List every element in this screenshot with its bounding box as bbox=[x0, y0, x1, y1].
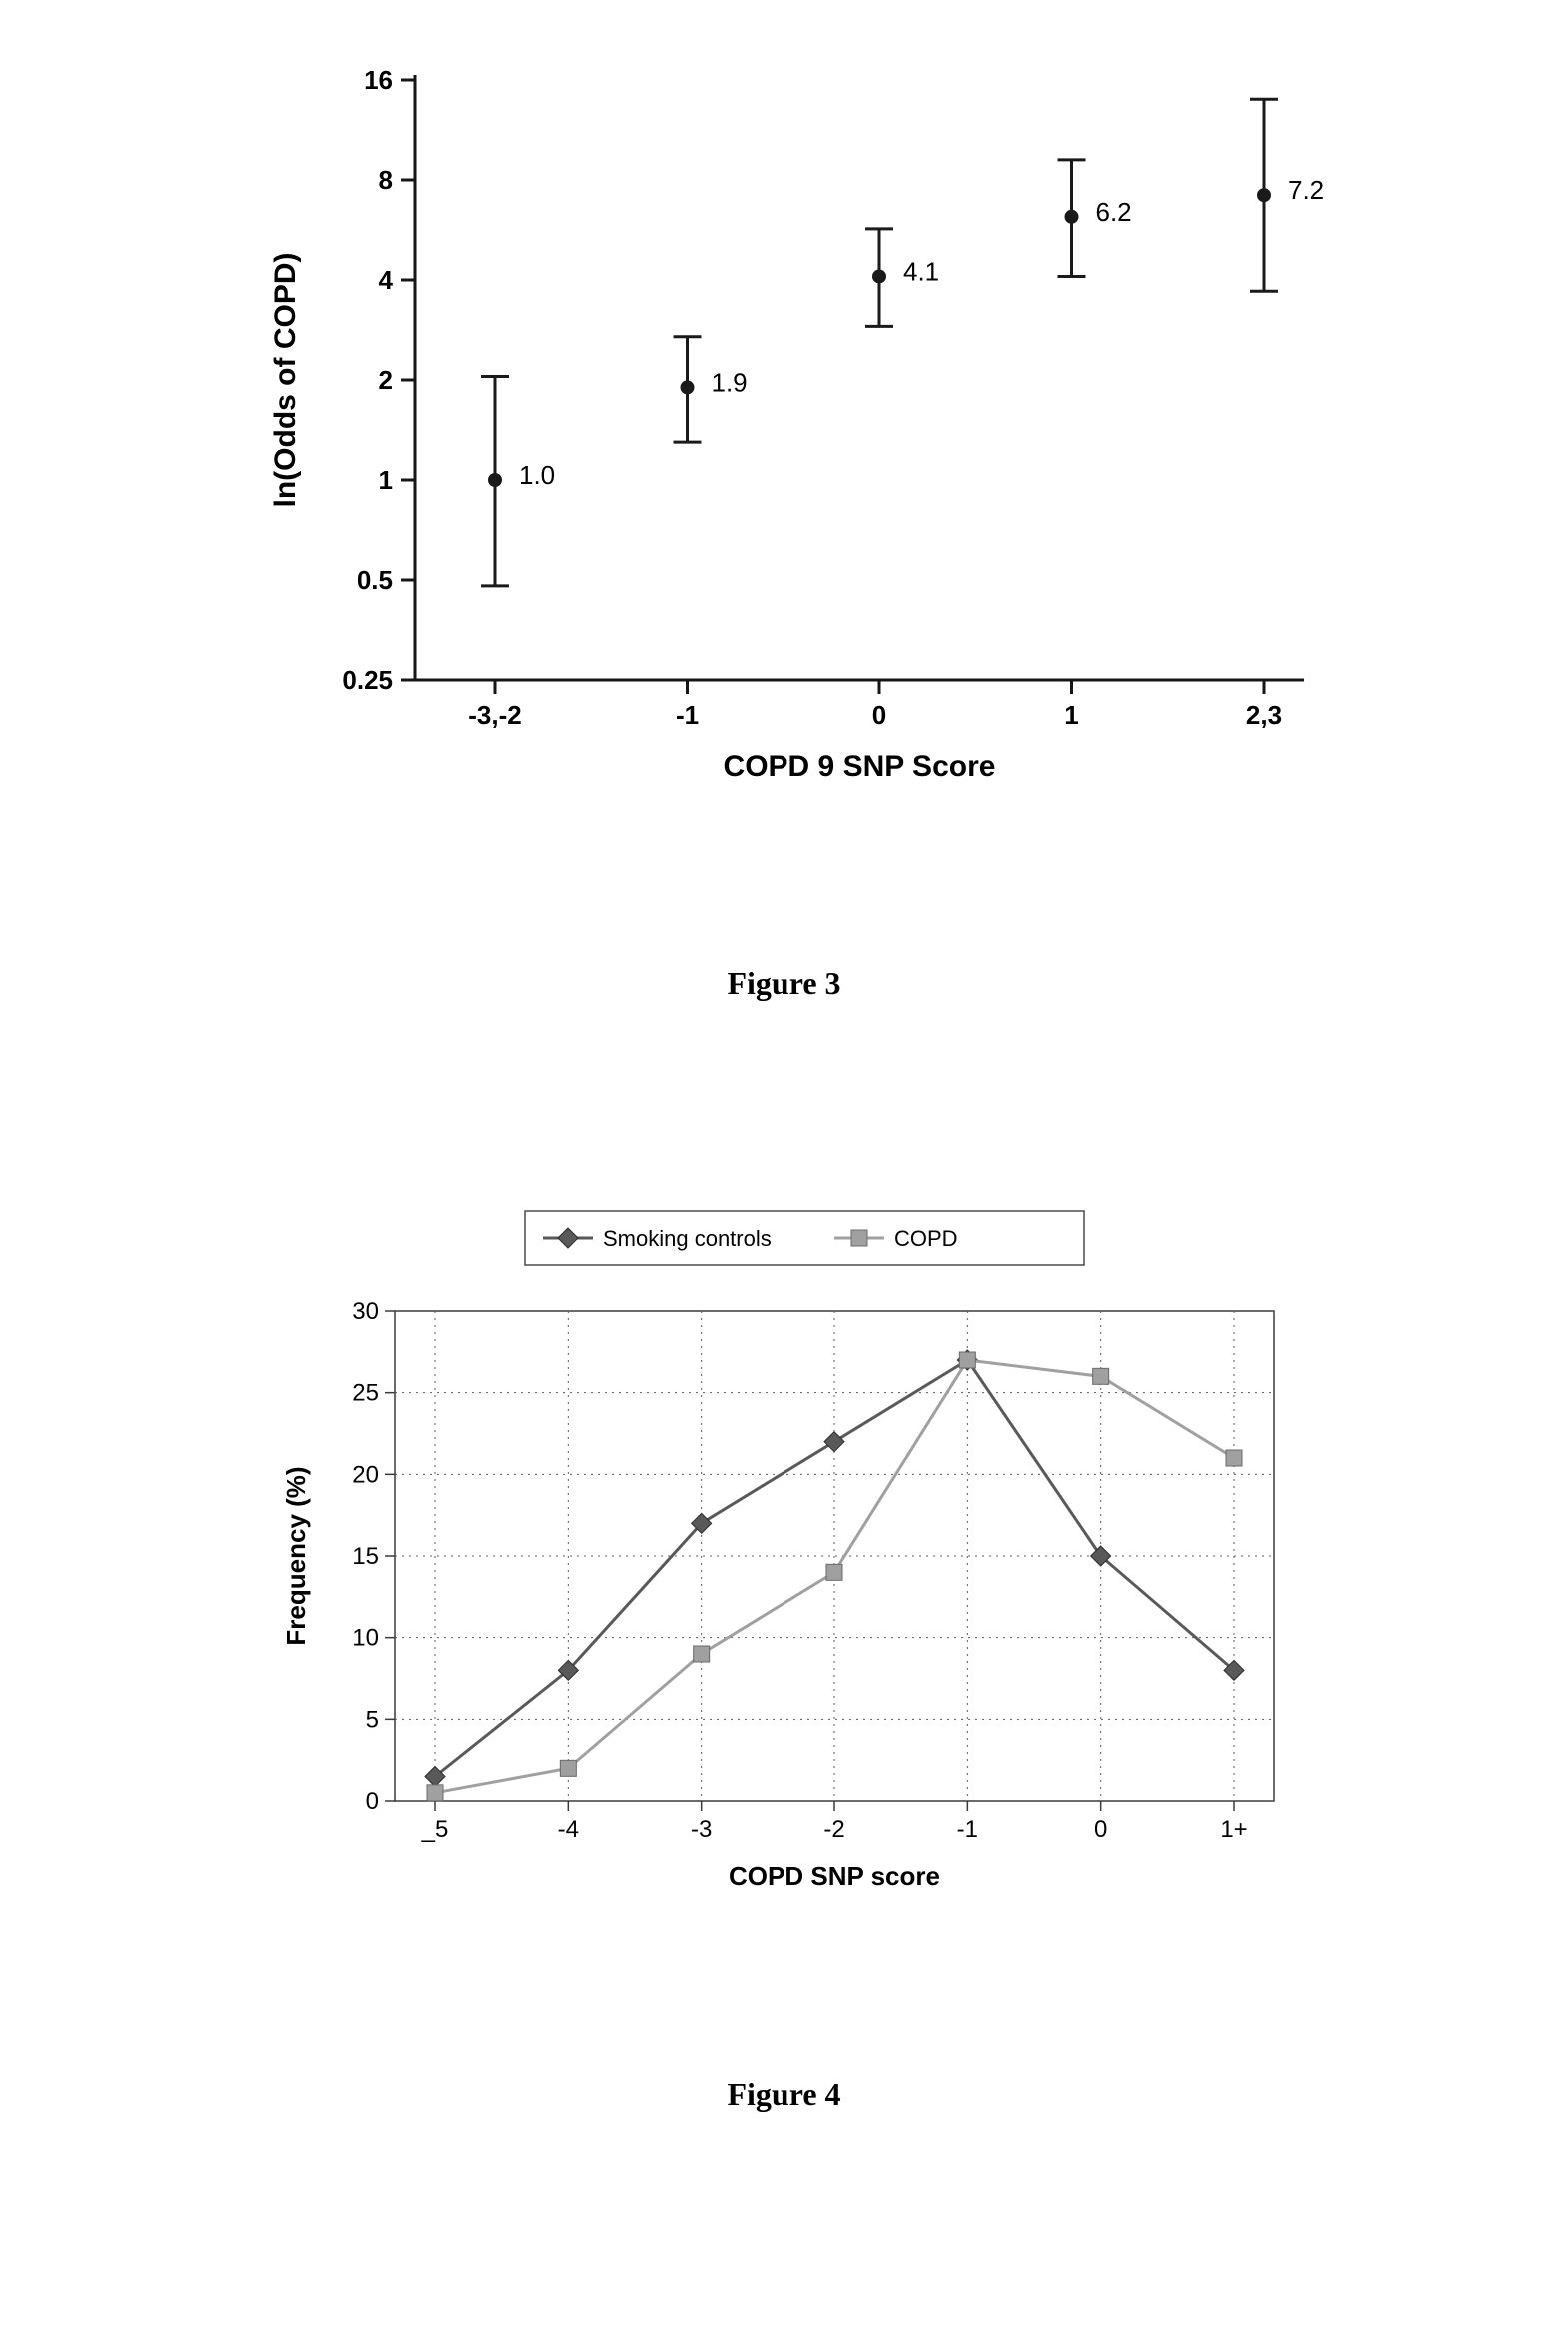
svg-text:COPD SNP score: COPD SNP score bbox=[729, 1861, 940, 1891]
svg-text:0: 0 bbox=[365, 1788, 378, 1815]
svg-text:0.5: 0.5 bbox=[356, 565, 392, 595]
svg-text:Smoking controls: Smoking controls bbox=[603, 1226, 772, 1251]
figure-3-caption: Figure 3 bbox=[20, 965, 1548, 1002]
svg-text:10: 10 bbox=[352, 1625, 379, 1652]
svg-text:5: 5 bbox=[365, 1706, 378, 1733]
svg-text:COPD 9 SNP Score: COPD 9 SNP Score bbox=[723, 750, 995, 783]
svg-text:Frequency (%): Frequency (%) bbox=[281, 1466, 311, 1645]
svg-text:0: 0 bbox=[1093, 1816, 1106, 1843]
svg-text:8: 8 bbox=[378, 165, 392, 195]
svg-text:1: 1 bbox=[1064, 700, 1078, 730]
svg-text:COPD: COPD bbox=[894, 1226, 958, 1251]
svg-text:-3: -3 bbox=[690, 1816, 711, 1843]
svg-text:-2: -2 bbox=[823, 1816, 844, 1843]
svg-text:-1: -1 bbox=[675, 700, 698, 730]
svg-text:1.9: 1.9 bbox=[711, 367, 747, 397]
svg-text:_5: _5 bbox=[420, 1816, 448, 1843]
svg-text:4.1: 4.1 bbox=[903, 256, 939, 286]
svg-text:25: 25 bbox=[352, 1380, 379, 1407]
figure-4-caption: Figure 4 bbox=[20, 2076, 1548, 2113]
svg-text:6.2: 6.2 bbox=[1095, 197, 1131, 227]
svg-text:-3,-2: -3,-2 bbox=[468, 700, 521, 730]
svg-text:1+: 1+ bbox=[1220, 1816, 1247, 1843]
svg-text:ln(Odds of COPD): ln(Odds of COPD) bbox=[269, 253, 302, 508]
svg-text:30: 30 bbox=[352, 1298, 379, 1325]
svg-text:7.2: 7.2 bbox=[1288, 175, 1324, 205]
svg-text:4: 4 bbox=[378, 265, 393, 295]
figure-3-svg: 0.25 0.5 1 2 4 8 16 -3,-2 -1 0 1 2,3 1.0 1.9 4.1 6.2 7.2… bbox=[245, 40, 1324, 920]
figure-3-chart: 0.25 0.5 1 2 4 8 16 -3,-2 -1 0 1 2,3 1.0 1.9 4.1 6.2 7.2… bbox=[245, 40, 1324, 925]
figure-4-svg: 0 5 10 15 20 25 30 _5 -4 -3 -2 -1 0 1+ COPD SNP score F… bbox=[255, 1181, 1314, 2031]
svg-text:1.0: 1.0 bbox=[519, 460, 555, 490]
svg-text:-4: -4 bbox=[557, 1816, 578, 1843]
svg-text:15: 15 bbox=[352, 1543, 379, 1570]
svg-text:2,3: 2,3 bbox=[1245, 700, 1281, 730]
svg-text:-1: -1 bbox=[956, 1816, 977, 1843]
svg-text:0: 0 bbox=[871, 700, 885, 730]
figure-3-block: 0.25 0.5 1 2 4 8 16 -3,-2 -1 0 1 2,3 1.0 1.9 4.1 6.2 7.2… bbox=[20, 40, 1548, 1002]
svg-text:16: 16 bbox=[364, 65, 393, 95]
svg-text:20: 20 bbox=[352, 1461, 379, 1488]
figure-4-chart: 0 5 10 15 20 25 30 _5 -4 -3 -2 -1 0 1+ COPD SNP score F… bbox=[255, 1181, 1314, 2036]
figure-4-block: 0 5 10 15 20 25 30 _5 -4 -3 -2 -1 0 1+ COPD SNP score F… bbox=[20, 1181, 1548, 2113]
svg-text:2: 2 bbox=[378, 365, 392, 395]
svg-text:1: 1 bbox=[378, 465, 392, 495]
svg-text:0.25: 0.25 bbox=[342, 665, 393, 695]
